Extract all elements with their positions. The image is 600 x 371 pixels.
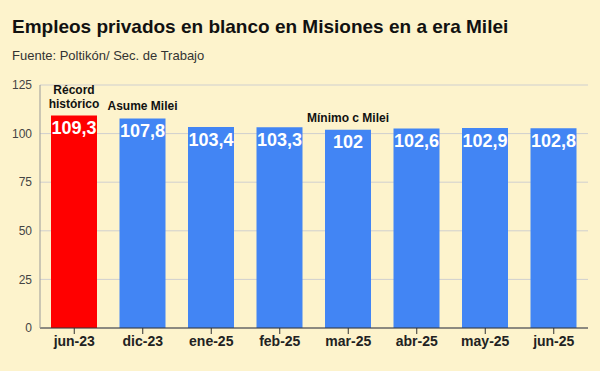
svg-text:103,4: 103,4 [188, 130, 233, 150]
svg-text:75: 75 [19, 175, 33, 189]
svg-text:102,6: 102,6 [394, 131, 439, 151]
svg-text:107,8: 107,8 [120, 121, 165, 141]
svg-text:dic-23: dic-23 [123, 333, 164, 349]
html-text:Empleos privados en blanco en: Empleos privados en blanco en Misiones e… [12, 16, 509, 37]
svg-text:109,3: 109,3 [51, 118, 96, 138]
svg-text:ene-25: ene-25 [189, 333, 234, 349]
svg-text:Mínimo c Milei: Mínimo c Milei [307, 111, 389, 125]
svg-text:125: 125 [12, 78, 32, 92]
svg-text:jun-23: jun-23 [53, 333, 95, 349]
svg-text:102,9: 102,9 [462, 131, 507, 151]
svg-text:mar-25: mar-25 [325, 333, 371, 349]
svg-text:abr-25: abr-25 [396, 333, 438, 349]
svg-text:102: 102 [333, 132, 363, 152]
svg-text:Récordhistórico: Récordhistórico [49, 83, 100, 111]
svg-text:103,3: 103,3 [257, 130, 302, 150]
svg-text:Asume Milei: Asume Milei [107, 99, 177, 113]
svg-text:feb-25: feb-25 [259, 333, 300, 349]
html-text:Fuente: Poltikón/ Sec. de Trab: Fuente: Poltikón/ Sec. de Trabajo [12, 48, 205, 63]
svg-text:jun-25: jun-25 [532, 333, 574, 349]
svg-text:50: 50 [19, 224, 33, 238]
svg-text:25: 25 [19, 273, 33, 287]
svg-text:100: 100 [12, 127, 32, 141]
svg-text:102,8: 102,8 [531, 131, 576, 151]
svg-text:0: 0 [25, 321, 32, 335]
svg-text:may-25: may-25 [461, 333, 509, 349]
